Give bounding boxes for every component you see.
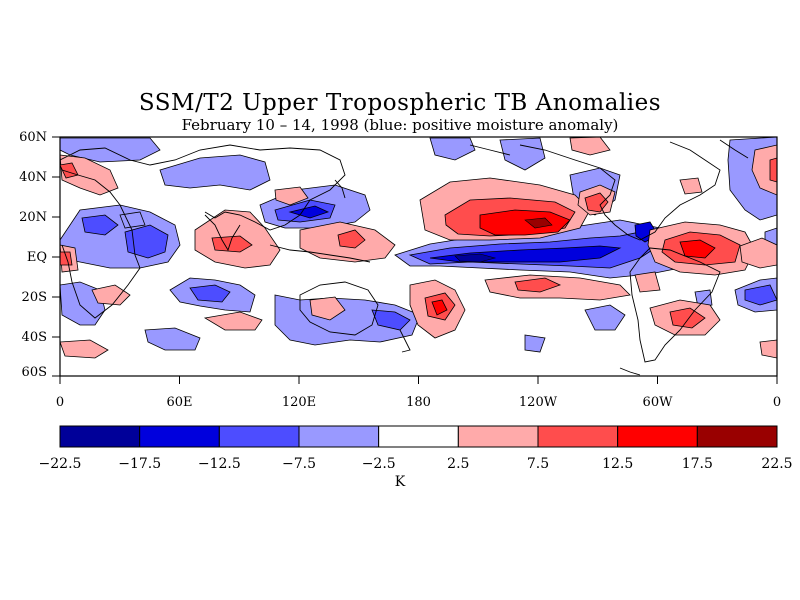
red-region-siberia-small <box>274 186 309 206</box>
blue-region-north-pacific <box>429 137 476 161</box>
colorbar-label-neg-17-5: −17.5 <box>118 456 162 472</box>
medium-red-contours <box>60 157 777 329</box>
map-subtitle: February 10 – 14, 1998 (blue: positive m… <box>181 116 619 134</box>
colorbar-label-neg-22-5: −22.5 <box>38 456 82 472</box>
mid-red-region-pacific-west <box>337 229 366 249</box>
mid-red-region-gulf-coast <box>584 192 609 213</box>
bright-red-region-central-north-pacific <box>479 209 571 236</box>
lon-label-60e: 60E <box>166 395 193 410</box>
red-region-southern-indian <box>203 311 263 331</box>
darkest-blue-core <box>454 253 497 263</box>
lon-label-0: 0 <box>55 395 65 410</box>
blue-region-southeast-pacific <box>584 304 626 331</box>
lon-ticks <box>59 376 778 384</box>
red-region-north-atlantic-small <box>679 177 703 195</box>
darkest-blue-contours <box>454 253 497 263</box>
red-region-southwest-pacific <box>309 296 346 321</box>
colorbar-box <box>457 425 539 448</box>
colorbar-box <box>617 425 698 448</box>
colorbar-box <box>59 425 141 448</box>
red-region-southern-atlantic <box>60 339 109 359</box>
coastline-alaska <box>469 144 511 156</box>
colorbar-label-neg-2-5: −2.5 <box>361 456 396 472</box>
blue-region-southern-ocean <box>144 327 201 351</box>
bright-red-region-south-america <box>679 239 716 259</box>
mid-red-region-equator-africa <box>60 251 73 266</box>
mid-red-region-north-atlantic-east <box>769 157 777 183</box>
lat-label-40n: 40N <box>19 170 47 185</box>
mid-red-region-southeast-pacific <box>669 307 706 329</box>
coastline-europe-asia <box>60 144 346 231</box>
red-region-caribbean <box>739 237 777 269</box>
red-region-small-americas <box>634 271 661 293</box>
red-region-south-pacific-east <box>484 274 631 301</box>
red-region-far-south <box>759 339 777 359</box>
lat-label-40s: 40S <box>21 330 47 345</box>
coastline-africa <box>61 169 141 319</box>
blue-region-siberia <box>159 154 271 191</box>
lon-label-60w: 60W <box>642 395 673 410</box>
colorbar-label-12-5: 12.5 <box>602 456 634 472</box>
colorbar-box <box>218 425 300 448</box>
colorbar <box>59 425 778 448</box>
lon-label-120w: 120W <box>518 395 558 410</box>
anomaly-field <box>60 137 777 359</box>
colorbar-box <box>378 425 459 448</box>
coastlines <box>60 139 749 376</box>
red-region-north-pacific-high <box>569 137 611 156</box>
lat-label-20s: 20S <box>21 290 47 305</box>
lat-label-60s: 60S <box>21 365 47 380</box>
mid-blue-region-africa <box>81 214 119 236</box>
coastline-indonesia <box>269 244 371 263</box>
lat-label-20n: 20N <box>19 210 47 225</box>
red-region-south-atlantic <box>91 284 131 306</box>
coastline-greenland <box>719 139 749 159</box>
mid-red-region-central-south-pacific <box>514 277 562 293</box>
mid-blue-region-atlantic <box>124 224 169 259</box>
mid-blue-region-indian <box>189 284 231 303</box>
coastline-antarctic-tip <box>619 367 641 376</box>
coastline-india <box>204 214 241 252</box>
lat-label-eq: EQ <box>26 250 47 265</box>
coastline-south-america <box>629 247 721 363</box>
colorbar-label-neg-12-5: −12.5 <box>197 456 241 472</box>
lon-label-0-right: 0 <box>772 395 782 410</box>
blue-region-small-east <box>694 289 713 308</box>
map-title: SSM/T2 Upper Tropospheric TB Anomalies <box>138 90 662 116</box>
coastline-australia <box>299 281 379 336</box>
darkest-red-contours <box>524 217 553 229</box>
coastline-japan <box>334 179 346 199</box>
dark-blue-region-west-pacific <box>288 205 330 219</box>
bright-red-region-south-pacific <box>431 299 448 316</box>
colorbar-box <box>298 425 380 448</box>
colorbar-label-neg-7-5: −7.5 <box>282 456 316 472</box>
blue-region-americas <box>524 334 546 353</box>
colorbar-box <box>537 425 619 448</box>
lat-label-60n: 60N <box>19 130 47 145</box>
lon-label-180: 180 <box>406 395 431 410</box>
coastline-new-zealand <box>399 329 411 353</box>
colorbar-label-2-5: 2.5 <box>447 456 470 472</box>
colorbar-label-7-5: 7.5 <box>526 456 550 472</box>
colorbar-box <box>139 425 220 448</box>
colorbar-unit-label: K <box>394 474 406 490</box>
colorbar-box <box>696 425 778 448</box>
darkest-red-core <box>524 217 553 229</box>
blue-region-bering <box>499 137 546 171</box>
colorbar-label-17-5: 17.5 <box>681 456 713 472</box>
colorbar-label-22-5: 22.5 <box>761 456 793 472</box>
lon-label-120e: 120E <box>281 395 317 410</box>
coastline-north-america <box>519 141 721 241</box>
bright-red-contours <box>431 209 716 316</box>
red-region-northeast-atlantic <box>751 144 777 196</box>
blue-region-small-india <box>119 211 146 229</box>
mid-blue-region-atlantic-south <box>744 284 777 306</box>
mid-blue-region-southeast <box>371 309 411 331</box>
lat-ticks <box>52 136 60 377</box>
